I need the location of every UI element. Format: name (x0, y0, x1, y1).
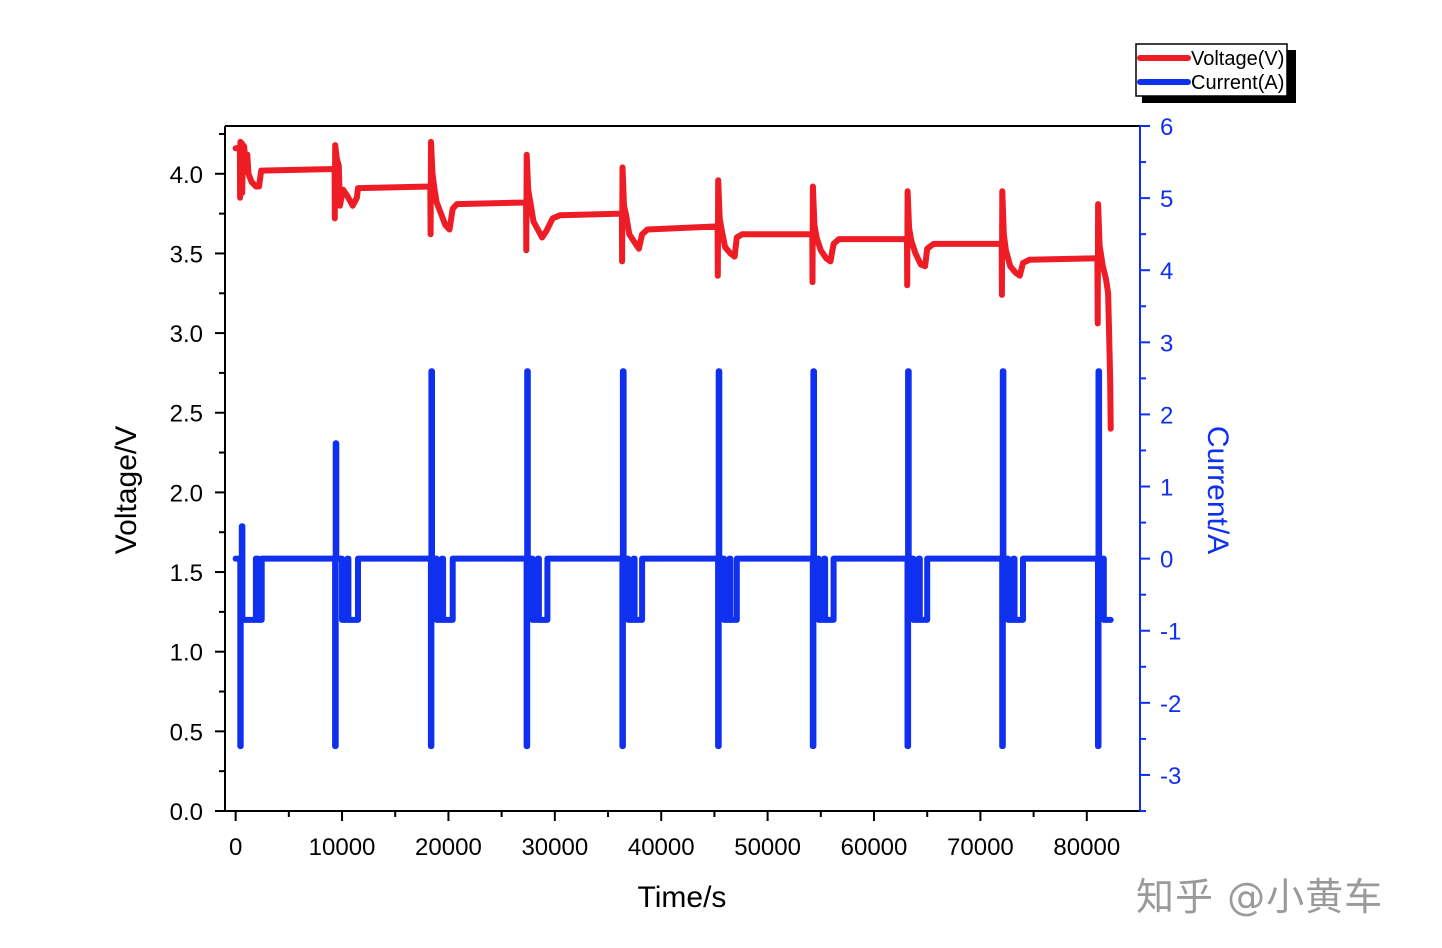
series-layer (232, 138, 1114, 750)
legend-label-current: Current(A) (1191, 72, 1284, 94)
y2-tick-label: 4 (1160, 258, 1173, 285)
x-axis-title: Time/s (638, 881, 727, 914)
y-tick-label: 1.0 (170, 640, 203, 667)
legend: Voltage(V) Current(A) (1135, 43, 1296, 103)
y-axis-title: Voltage/V (110, 426, 143, 554)
legend-box (1135, 43, 1288, 97)
x-tick-label: 0 (229, 834, 242, 861)
y-tick-label: 3.5 (170, 241, 203, 268)
x-ticks: 0 10000 20000 30000 40000 50000 60000 70000 8000… (229, 811, 1120, 861)
y-tick-label: 2.5 (170, 401, 203, 428)
legend-label-voltage: Voltage(V) (1191, 48, 1284, 70)
y-tick-label: 3.0 (170, 321, 203, 348)
y-tick-label: 0.5 (170, 719, 203, 746)
y2-tick-label: -2 (1160, 691, 1181, 718)
y-tick-label: 1.5 (170, 560, 203, 587)
y2-tick-label: 2 (1160, 402, 1173, 429)
x-tick-label: 70000 (947, 834, 1014, 861)
y2-tick-label: 6 (1160, 114, 1173, 141)
y2-axis-title: Current/A (1201, 426, 1234, 554)
series-line-current (232, 368, 1114, 750)
x-tick-label: 20000 (415, 834, 482, 861)
y2-tick-label: 1 (1160, 475, 1173, 502)
x-tick-label: 60000 (841, 834, 908, 861)
y2-tick-label: -3 (1160, 763, 1181, 790)
x-tick-label: 40000 (628, 834, 695, 861)
y2-tick-label: -1 (1160, 619, 1181, 646)
y2-tick-label: 5 (1160, 186, 1173, 213)
plot-area: 0 10000 20000 30000 40000 50000 60000 70000 8000… (110, 114, 1234, 914)
y-tick-label: 4.0 (170, 162, 203, 189)
watermark: 知乎 @小黄车 (1136, 875, 1384, 919)
y-ticks: 0.0 0.5 1.0 1.5 2.0 2.5 3.0 3.5 4.0 (170, 132, 225, 826)
y2-ticks: -3 -2 -1 0 1 2 3 4 5 6 (1140, 114, 1181, 812)
series-line-voltage (232, 138, 1114, 432)
x-tick-label: 30000 (521, 834, 588, 861)
x-tick-label: 10000 (309, 834, 376, 861)
x-tick-label: 80000 (1053, 834, 1120, 861)
y-tick-label: 0.0 (170, 799, 203, 826)
y2-tick-label: 3 (1160, 330, 1173, 357)
y2-tick-label: 0 (1160, 547, 1173, 574)
x-tick-label: 50000 (734, 834, 801, 861)
y-tick-label: 2.0 (170, 480, 203, 507)
